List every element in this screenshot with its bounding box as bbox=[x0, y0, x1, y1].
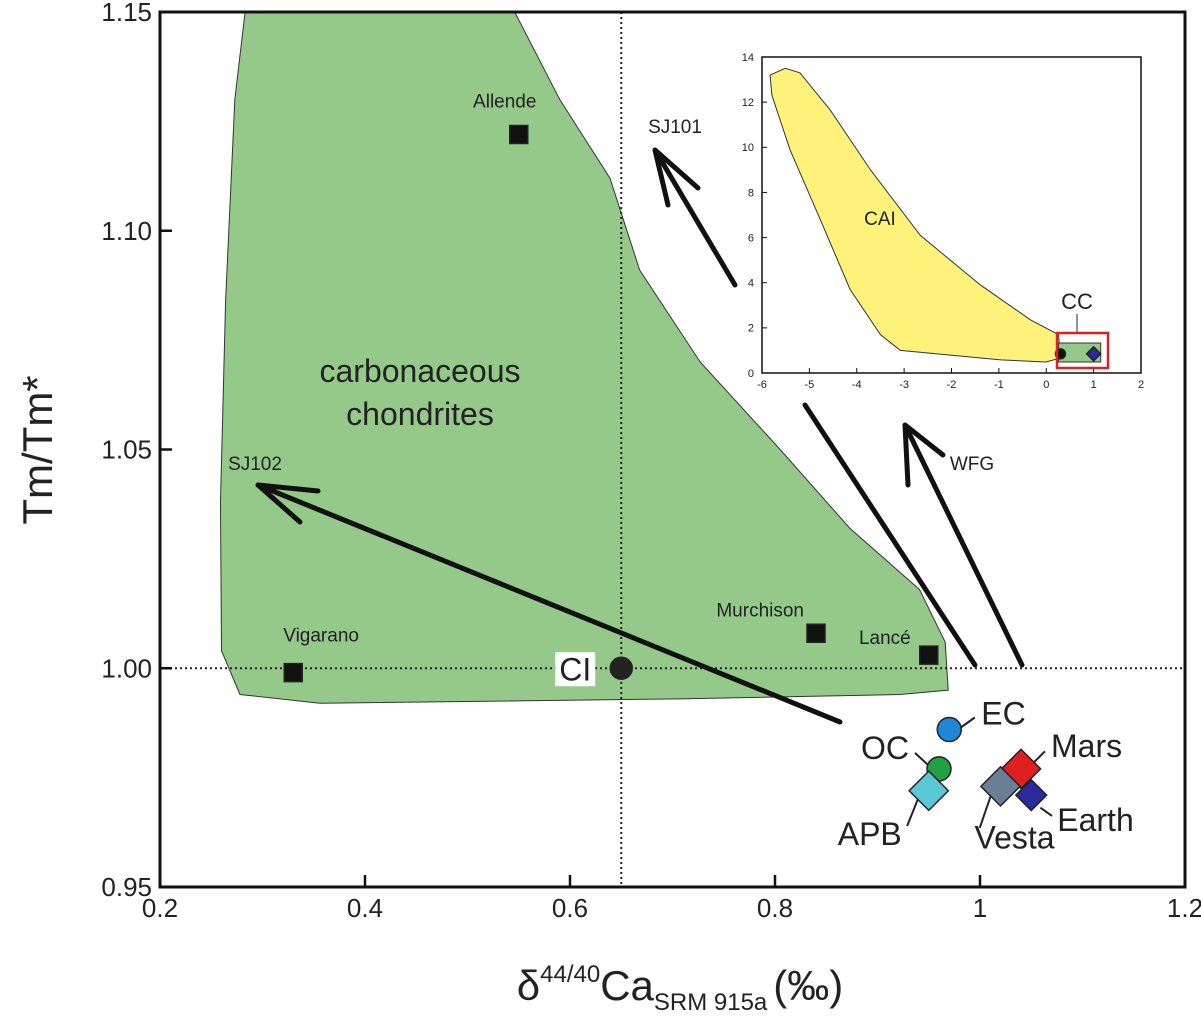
annotation: SJ102 bbox=[228, 454, 282, 475]
region-label: chondrites bbox=[346, 396, 494, 432]
arrow bbox=[902, 422, 1025, 668]
y-tick-label: 2 bbox=[748, 323, 754, 335]
arrow bbox=[802, 402, 978, 668]
x-tick-label: 0.6 bbox=[552, 893, 588, 923]
arrows bbox=[255, 147, 1025, 725]
annotation: WFG bbox=[950, 454, 994, 475]
point-label: Mars bbox=[1051, 728, 1122, 764]
y-tick-label: 10 bbox=[742, 142, 754, 154]
region-label: carbonaceous bbox=[319, 353, 520, 389]
point bbox=[806, 623, 826, 643]
y-tick-label: 6 bbox=[748, 232, 754, 244]
leader-line bbox=[1039, 806, 1053, 817]
x-axis-title-part: δ bbox=[517, 962, 540, 1009]
x-tick-label: 0.8 bbox=[757, 893, 793, 923]
y-axis-title: Tm/Tm* bbox=[14, 375, 61, 524]
point bbox=[919, 645, 939, 665]
y-tick-label: 0.95 bbox=[101, 872, 152, 902]
point-label: APB bbox=[838, 816, 902, 852]
highlight-box bbox=[1055, 331, 1110, 370]
leader-line bbox=[978, 793, 993, 829]
point-label: Murchison bbox=[716, 600, 804, 621]
x-tick-label: 1 bbox=[973, 893, 987, 923]
x-tick-label: -2 bbox=[947, 379, 957, 391]
leader-line bbox=[914, 752, 930, 767]
x-tick-label: -3 bbox=[899, 379, 909, 391]
y-tick-label: 0 bbox=[748, 368, 754, 380]
arrow bbox=[255, 482, 843, 725]
label-background bbox=[555, 652, 596, 687]
point-label: Allende bbox=[473, 92, 536, 113]
region-label: CC bbox=[1061, 289, 1093, 314]
x-tick-label: 0.4 bbox=[347, 893, 383, 923]
y-tick-label: 1.05 bbox=[101, 435, 152, 465]
point bbox=[283, 662, 303, 683]
point-label: CI bbox=[559, 651, 591, 687]
point bbox=[509, 124, 529, 145]
y-tick-label: 1.10 bbox=[101, 216, 152, 246]
point-label: OC bbox=[861, 730, 909, 766]
x-tick-label: -1 bbox=[994, 379, 1004, 391]
x-tick-label: 1 bbox=[1091, 379, 1097, 391]
front-layer: 0.2 0.4 0.6 0.8 1 1.2 0.95 1.00 1.05 1.10 1.15 Alle… bbox=[101, 0, 1201, 923]
y-tick-label: 1.15 bbox=[101, 0, 152, 27]
x-tick-label: -4 bbox=[852, 379, 862, 391]
y-tick-label: 8 bbox=[748, 187, 754, 199]
x-axis-title: δ44/40CaSRM 915a (‰) bbox=[517, 961, 844, 1016]
x-tick-label: 2 bbox=[1138, 379, 1144, 391]
arrow bbox=[652, 147, 738, 288]
x-tick-label: -5 bbox=[804, 379, 814, 391]
x-tick-label: 0.2 bbox=[142, 893, 178, 923]
point bbox=[908, 770, 950, 812]
point bbox=[979, 765, 1022, 808]
x-axis-title-part: 44/40 bbox=[540, 961, 600, 988]
point-label: EC bbox=[981, 696, 1025, 732]
point-label: Vigarano bbox=[283, 626, 359, 647]
y-tick-label: 14 bbox=[742, 52, 754, 64]
plot-frame bbox=[158, 10, 1187, 889]
x-tick-label: 0 bbox=[1043, 379, 1049, 391]
y-tick-label: 1.00 bbox=[101, 653, 152, 683]
x-axis-title-part: SRM 915a bbox=[654, 989, 768, 1016]
point bbox=[609, 656, 633, 680]
annotation: SJ101 bbox=[648, 117, 702, 138]
leader-line bbox=[906, 795, 921, 827]
x-tick-label: 1.2 bbox=[1167, 893, 1201, 923]
point bbox=[1085, 345, 1102, 362]
point bbox=[1014, 778, 1048, 812]
point bbox=[936, 716, 962, 743]
y-tick-label: 4 bbox=[748, 278, 754, 290]
x-tick-label: -6 bbox=[757, 379, 767, 391]
leader-line bbox=[959, 716, 976, 729]
point-label: Earth bbox=[1057, 802, 1133, 838]
plot-area: carbonaceous chondrites bbox=[160, 12, 1185, 887]
region bbox=[219, 12, 949, 704]
point-label: Lancé bbox=[859, 628, 911, 649]
point-label: Vesta bbox=[975, 819, 1055, 855]
x-axis-title-part: Ca bbox=[600, 962, 654, 1009]
x-axis-title-part: (‰) bbox=[773, 962, 843, 1009]
y-tick-label: 12 bbox=[742, 97, 754, 109]
region-label: CAI bbox=[864, 209, 896, 230]
